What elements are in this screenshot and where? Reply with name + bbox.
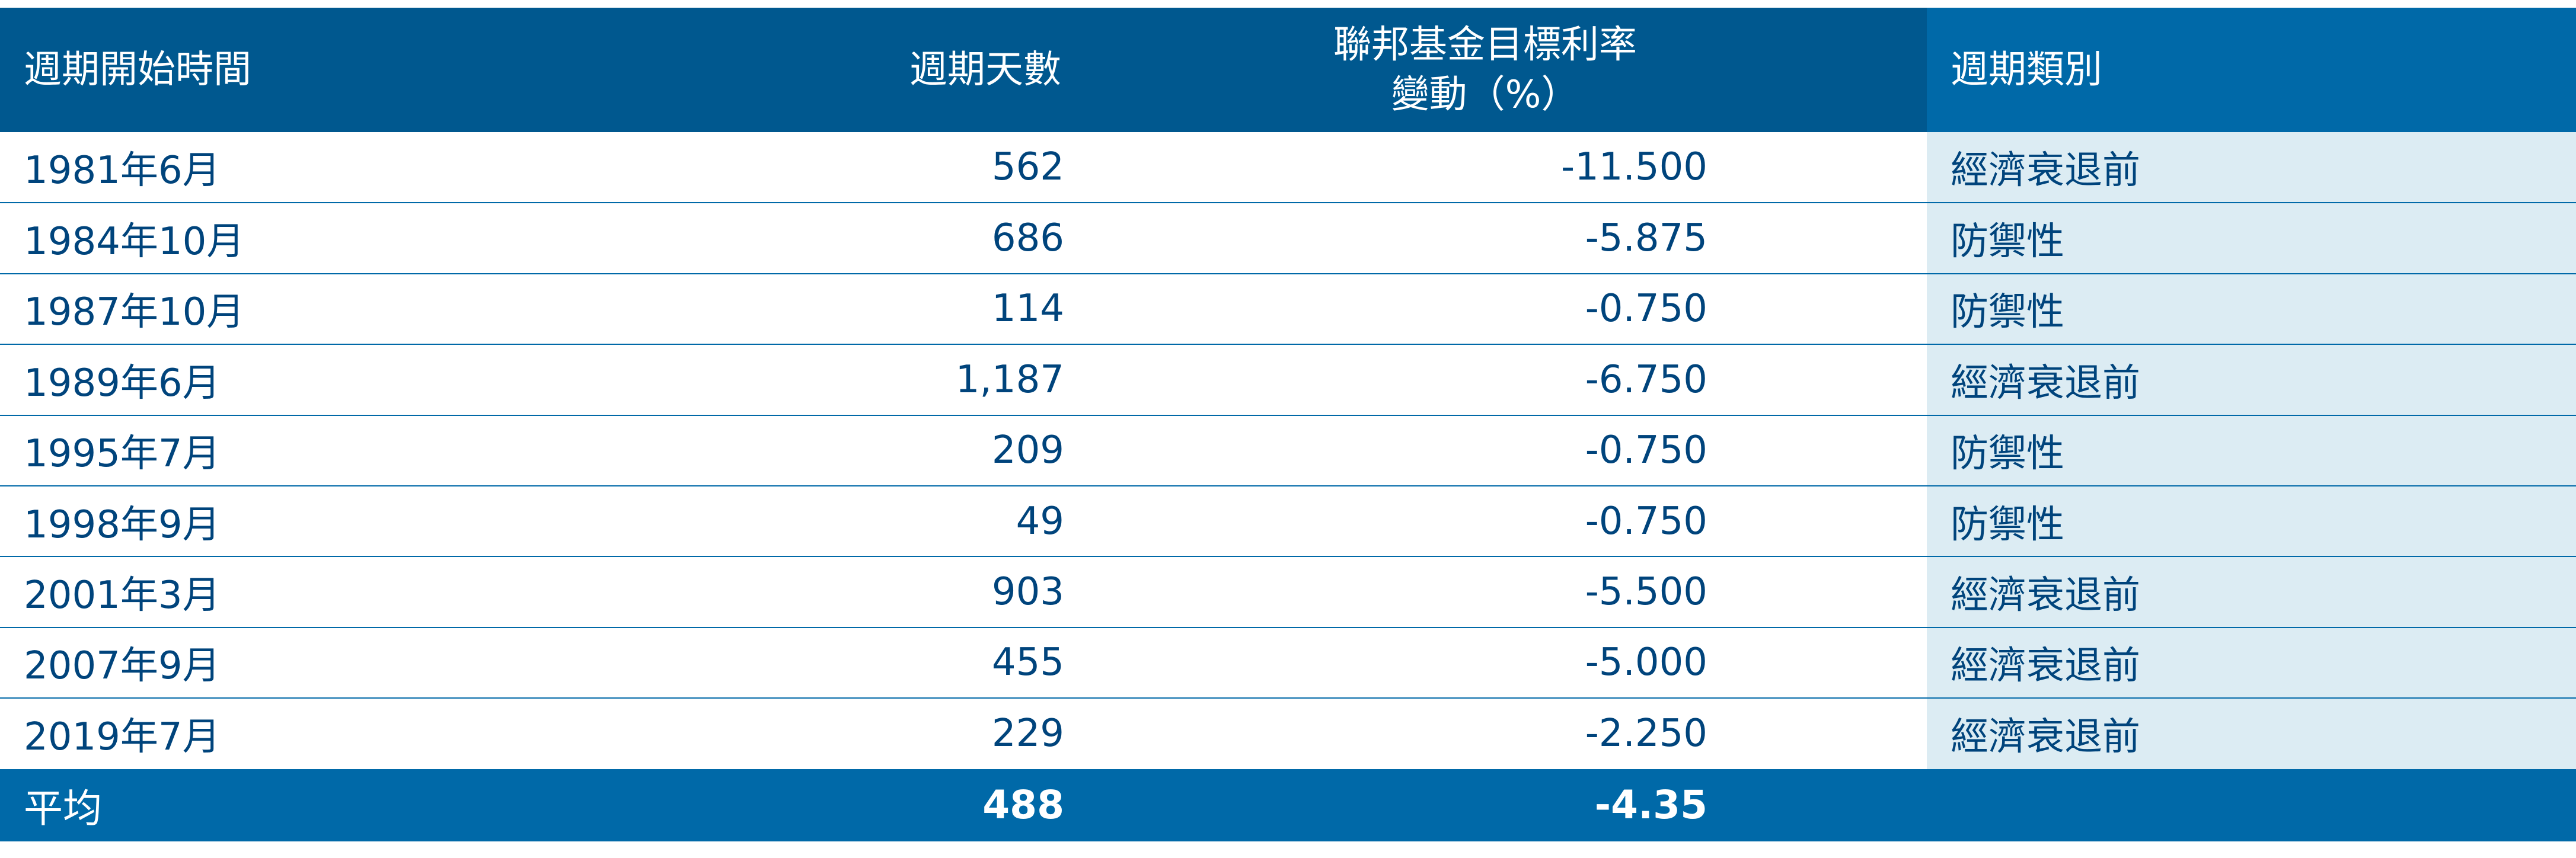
cell-category: 防禦性 [1927, 485, 2576, 558]
cell-category: 經濟衰退前 [1927, 556, 2576, 628]
header-rate-line2: 變動（%） [1391, 73, 1579, 117]
cell-category: 防禦性 [1927, 415, 2576, 486]
average-category-empty [1927, 769, 2576, 841]
header-rate: 聯邦基金目標利率 變動（%） [1091, 8, 1927, 132]
header-row: 週期開始時間 週期天數 聯邦基金目標利率 變動（%） 週期類別 [0, 8, 2576, 132]
header-category: 週期類別 [1927, 8, 2576, 132]
cell-days: 903 [676, 556, 1091, 628]
cell-days: 562 [676, 132, 1091, 204]
cell-start: 2007年9月 [0, 627, 676, 699]
table-row: 1981年6月 562 -11.500 經濟衰退前 [0, 132, 2576, 204]
cell-days: 1,187 [676, 344, 1091, 416]
cell-rate: -0.750 [1091, 273, 1927, 345]
cell-rate: -6.750 [1091, 344, 1927, 416]
cell-category: 經濟衰退前 [1927, 344, 2576, 416]
cell-rate: -0.750 [1091, 415, 1927, 486]
cell-start: 1995年7月 [0, 415, 676, 486]
cell-rate: -2.250 [1585, 712, 1707, 756]
table-row: 2007年9月 455 -5.000 經濟衰退前 [0, 627, 2576, 699]
cell-days: 49 [676, 485, 1091, 558]
average-label: 平均 [0, 769, 676, 841]
cell-days: 209 [676, 415, 1091, 486]
average-days: 488 [676, 769, 1091, 841]
cell-rate: -5.500 [1091, 556, 1927, 628]
cell-rate: -0.750 [1091, 485, 1927, 558]
average-rate: -4.35 [1091, 769, 1927, 841]
cell-start: 1984年10月 [0, 203, 676, 274]
cell-start: 2001年3月 [0, 556, 676, 628]
cell-rate: -5.000 [1091, 627, 1927, 699]
cell-category: 經濟衰退前 [1927, 627, 2576, 699]
table-row: 2019年7月 229 -2.250 經濟衰退前 [0, 698, 2576, 769]
table-row: 1998年9月 49 -0.750 防禦性 [0, 485, 2576, 558]
table-row: 1984年10月 686 -5.875 防禦性 [0, 203, 2576, 274]
table-row: 1995年7月 209 -0.750 防禦性 [0, 415, 2576, 486]
cell-category: 防禦性 [1927, 273, 2576, 345]
cell-category: 經濟衰退前 [1927, 698, 2576, 769]
cell-category: 經濟衰退前 [1927, 132, 2576, 204]
cell-start: 1989年6月 [0, 344, 676, 416]
table-row: 1987年10月 114 -0.750 防禦性 [0, 273, 2576, 345]
table-row: 1989年6月 1,187 -6.750 經濟衰退前 [0, 344, 2576, 416]
cell-start: 1987年10月 [0, 273, 676, 345]
cell-start: 1998年9月 [0, 485, 676, 558]
header-start: 週期開始時間 [0, 8, 676, 132]
rate-cut-cycles-table: 週期開始時間 週期天數 聯邦基金目標利率 變動（%） 週期類別 1981年6月 … [0, 8, 2576, 841]
cell-category: 防禦性 [1927, 203, 2576, 274]
cell-days: 114 [676, 273, 1091, 345]
cell-start: 2019年7月 [24, 715, 221, 760]
cell-days: 686 [676, 203, 1091, 274]
cell-start: 1981年6月 [0, 132, 676, 204]
table-row: 2001年3月 903 -5.500 經濟衰退前 [0, 556, 2576, 628]
cell-rate: -5.875 [1091, 203, 1927, 274]
average-row: 平均 488 -4.35 [0, 769, 2576, 841]
header-days: 週期天數 [676, 8, 1091, 132]
cell-rate: -11.500 [1091, 132, 1927, 204]
cell-days: 455 [676, 627, 1091, 699]
cell-days: 229 [991, 712, 1064, 756]
header-rate-line1: 聯邦基金目標利率 [1333, 23, 1637, 67]
